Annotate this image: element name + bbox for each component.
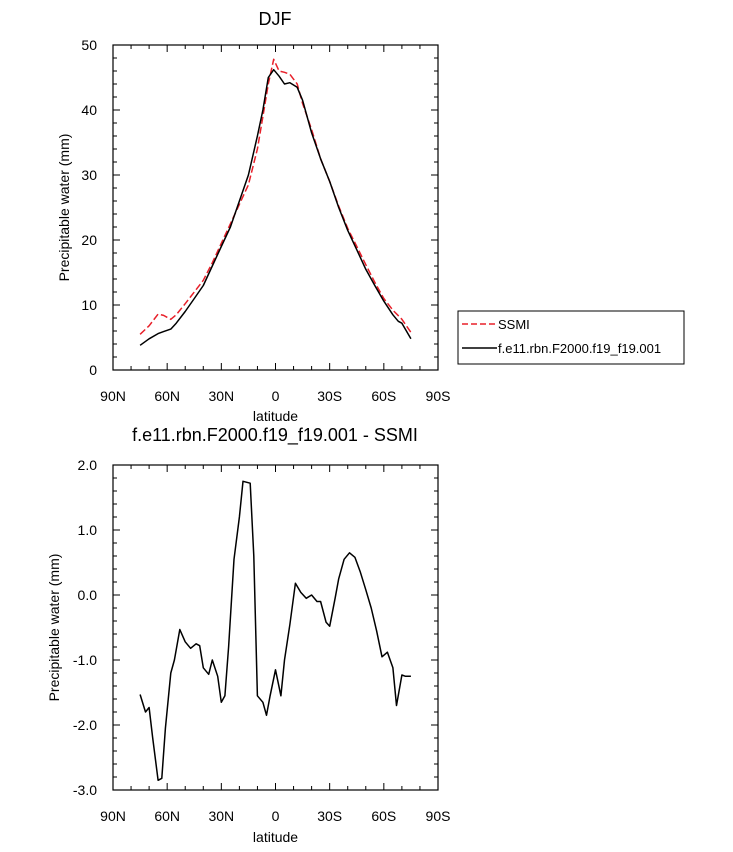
bottom-x-tick-label: 30N [208, 808, 234, 824]
top-x-tick-label: 30S [317, 388, 342, 404]
bottom-y-tick-label: -1.0 [73, 652, 97, 668]
bottom-panel: f.e11.rbn.F2000.f19_f19.001 - SSMI 90N 60… [46, 425, 450, 845]
top-series-line-1 [139, 68, 412, 346]
legend-label-ssmi: SSMI [498, 317, 530, 332]
bottom-y-tick-label: -3.0 [73, 782, 97, 798]
bottom-x-tick-label: 60S [371, 808, 396, 824]
bottom-series-line-0 [139, 480, 411, 782]
bottom-x-tick-label: 0 [272, 808, 280, 824]
top-series-lines [139, 58, 412, 346]
bottom-x-tick-label: 60N [154, 808, 180, 824]
top-chart-title: DJF [259, 9, 292, 29]
legend: SSMI f.e11.rbn.F2000.f19_f19.001 [457, 310, 685, 365]
bottom-plot-frame [112, 464, 439, 791]
top-y-tick-label: 10 [81, 297, 97, 313]
top-ticks: 90N 60N 30N 0 30S 60S 90S 0 10 20 30 40 50 [81, 37, 450, 404]
top-x-tick-label: 30N [208, 388, 234, 404]
top-panel: DJF 90N 60N 30N 0 30S 60S 90S 0 10 20 30 40 50 latit… [56, 9, 685, 424]
bottom-y-tick-label: 1.0 [78, 522, 98, 538]
top-x-tick-label: 60S [371, 388, 396, 404]
bottom-chart-title: f.e11.rbn.F2000.f19_f19.001 - SSMI [132, 425, 418, 446]
bottom-x-tick-label: 90S [426, 808, 451, 824]
bottom-ticks: 90N 60N 30N 0 30S 60S 90S -3.0 -2.0 -1.0 0.0 1.0 2.0 [73, 457, 451, 824]
top-y-tick-label: 40 [81, 102, 97, 118]
top-x-tick-label: 90S [426, 388, 451, 404]
top-y-tick-label: 30 [81, 167, 97, 183]
bottom-y-tick-label: -2.0 [73, 717, 97, 733]
bottom-series-lines [139, 480, 411, 782]
top-y-tick-label: 20 [81, 232, 97, 248]
top-series-line-0 [139, 58, 412, 335]
bottom-y-tick-label: 2.0 [78, 457, 98, 473]
top-x-tick-label: 60N [154, 388, 180, 404]
top-plot-frame [112, 44, 439, 371]
top-x-tick-label: 0 [272, 388, 280, 404]
bottom-x-tick-label: 30S [317, 808, 342, 824]
top-y-axis-label: Precipitable water (mm) [56, 134, 72, 282]
bottom-y-axis-label: Precipitable water (mm) [46, 554, 62, 702]
legend-box [457, 310, 685, 365]
top-x-tick-label: 90N [100, 388, 126, 404]
legend-label-model: f.e11.rbn.F2000.f19_f19.001 [498, 341, 661, 356]
bottom-y-tick-label: 0.0 [78, 587, 98, 603]
bottom-x-tick-label: 90N [100, 808, 126, 824]
top-y-tick-label: 50 [81, 37, 97, 53]
top-x-axis-label: latitude [253, 408, 298, 424]
bottom-x-axis-label: latitude [253, 829, 298, 845]
top-y-tick-label: 0 [89, 362, 97, 378]
